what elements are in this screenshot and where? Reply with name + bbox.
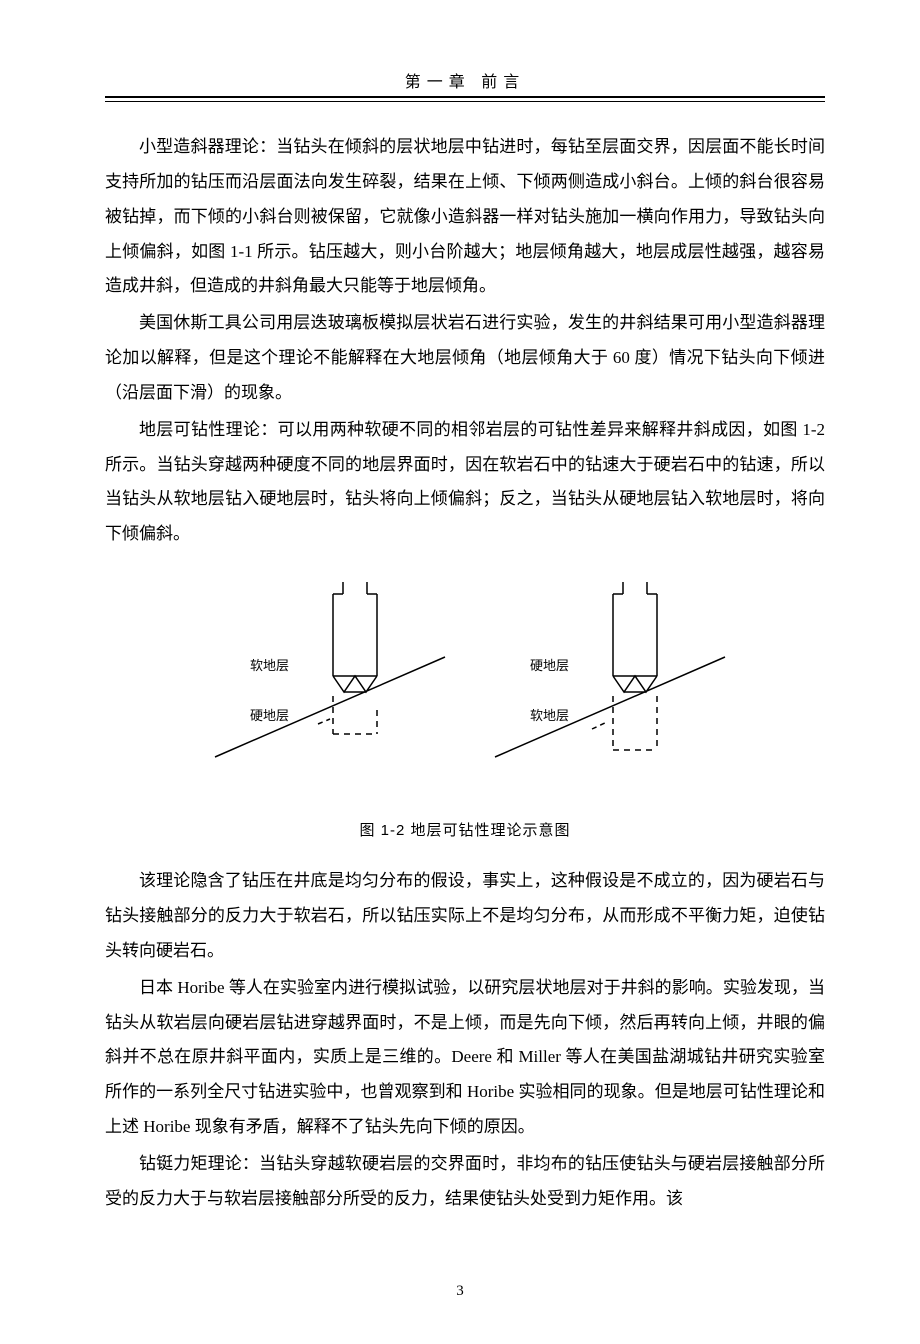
running-head: 第一章 前言 <box>105 68 825 96</box>
paragraph-4: 该理论隐含了钻压在井底是均匀分布的假设，事实上，这种假设是不成立的，因为硬岩石与… <box>105 864 825 969</box>
figure-svg: 软地层 硬地层 硬地层 软地层 <box>185 582 745 782</box>
paragraph-3: 地层可钻性理论：可以用两种软硬不同的相邻岩层的可钻性差异来解释井斜成因，如图 1… <box>105 413 825 552</box>
paragraph-2: 美国休斯工具公司用层迭玻璃板模拟层状岩石进行实验，发生的井斜结果可用小型造斜器理… <box>105 306 825 411</box>
header-rule <box>105 96 825 102</box>
figure-left-panel: 软地层 硬地层 <box>215 582 445 757</box>
body-text-block-1: 小型造斜器理论：当钻头在倾斜的层状地层中钻进时，每钻至层面交界，因层面不能长时间… <box>105 130 825 552</box>
page-number: 3 <box>0 1283 920 1300</box>
figure-caption: 图 1-2 地层可钻性理论示意图 <box>105 819 825 840</box>
figure-1-2: 软地层 硬地层 硬地层 软地层 <box>105 582 825 840</box>
label-left-lower: 硬地层 <box>250 708 289 723</box>
paragraph-1: 小型造斜器理论：当钻头在倾斜的层状地层中钻进时，每钻至层面交界，因层面不能长时间… <box>105 130 825 304</box>
label-left-upper: 软地层 <box>250 658 289 673</box>
label-right-lower: 软地层 <box>530 708 569 723</box>
paragraph-5: 日本 Horibe 等人在实验室内进行模拟试验，以研究层状地层对于井斜的影响。实… <box>105 971 825 1145</box>
paragraph-6: 钻铤力矩理论：当钻头穿越软硬岩层的交界面时，非均布的钻压使钻头与硬岩层接触部分所… <box>105 1147 825 1217</box>
page: 第一章 前言 小型造斜器理论：当钻头在倾斜的层状地层中钻进时，每钻至层面交界，因… <box>0 0 920 1344</box>
label-right-upper: 硬地层 <box>530 658 569 673</box>
figure-right-panel: 硬地层 软地层 <box>495 582 725 757</box>
body-text-block-2: 该理论隐含了钻压在井底是均匀分布的假设，事实上，这种假设是不成立的，因为硬岩石与… <box>105 864 825 1216</box>
